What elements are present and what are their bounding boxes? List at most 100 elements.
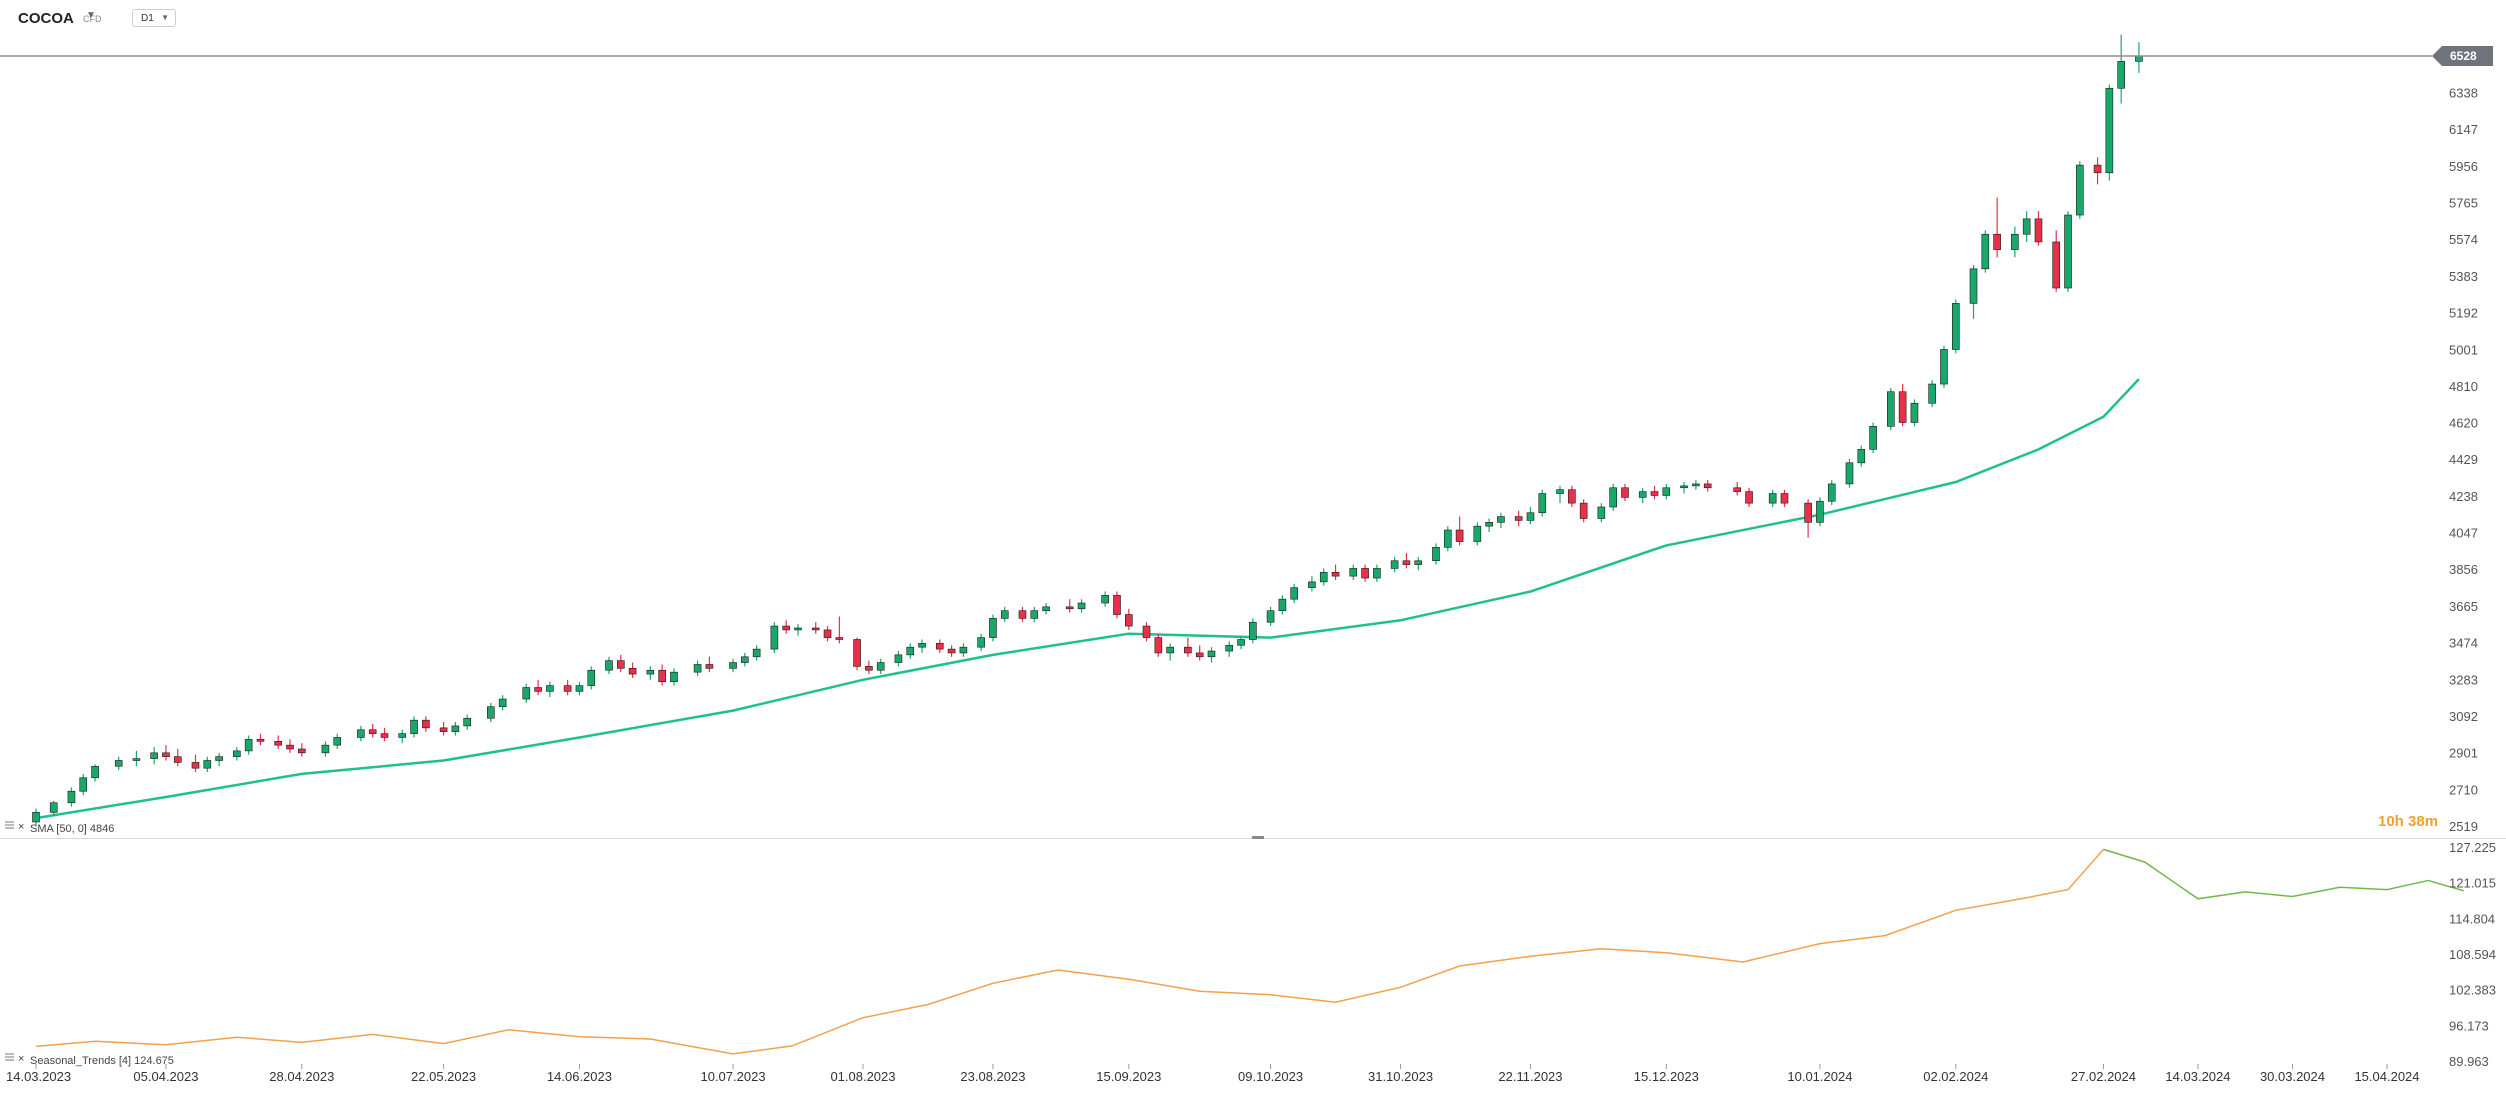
candle-body — [575, 685, 584, 692]
candle-body — [1940, 349, 1948, 385]
candle-body — [233, 750, 241, 757]
candle-body — [1266, 610, 1275, 623]
symbol-dropdown-caret-icon[interactable]: ▼ — [86, 10, 96, 21]
candle-body — [935, 643, 944, 650]
candle-body — [1402, 560, 1411, 565]
x-tick-label: 09.10.2023 — [1238, 1069, 1303, 1084]
candle-body — [1331, 571, 1340, 577]
main-y-tick-label: 2519 — [2449, 819, 2478, 834]
sma-legend-label: SMA [50, 0] 4846 — [30, 823, 114, 835]
candle-body — [79, 777, 88, 792]
seasonal-line-projection — [2103, 848, 2465, 900]
candle-body — [1443, 529, 1452, 548]
candle-body — [1804, 502, 1812, 523]
candle-body — [894, 654, 903, 663]
candle-body — [1065, 606, 1074, 610]
seasonal-legend-settings-icon[interactable] — [5, 1053, 14, 1061]
candle-body — [1703, 483, 1712, 489]
candle-body — [498, 698, 507, 708]
candle-body — [835, 637, 844, 640]
candle-countdown: 10h 38m — [2378, 813, 2438, 830]
candle-body — [1373, 568, 1381, 579]
x-tick-label: 05.04.2023 — [133, 1069, 198, 1084]
seasonal-line-past — [35, 848, 2105, 1055]
seasonal-legend-close-icon[interactable]: × — [18, 1053, 24, 1065]
candle-body — [1621, 487, 1629, 498]
candle-body — [1538, 493, 1547, 514]
candle-body — [628, 668, 637, 675]
symbol-name[interactable]: COCOA — [18, 10, 74, 27]
candle-body — [49, 802, 58, 813]
candle-body — [1473, 525, 1482, 542]
seasonal-legend-label: Seasonal_Trends [4] 124.675 — [30, 1055, 174, 1067]
candle-body — [1816, 500, 1824, 523]
candle-body — [150, 752, 158, 759]
candle-body — [823, 629, 832, 638]
candle-body — [1390, 560, 1399, 569]
sub-y-tick-label: 114.804 — [2449, 911, 2495, 926]
candle-body — [646, 669, 655, 675]
candle-body — [865, 666, 873, 671]
main-y-tick-label: 4047 — [2449, 526, 2478, 541]
x-tick-label: 02.02.2024 — [1923, 1069, 1988, 1084]
candle-body — [439, 727, 448, 732]
main-y-tick-label: 3092 — [2449, 709, 2478, 724]
main-y-tick-label: 4620 — [2449, 415, 2478, 430]
candle-body — [906, 646, 915, 656]
candle-body — [853, 639, 861, 667]
instrument-type-label: CFD — [83, 14, 102, 24]
candle-body — [534, 687, 542, 692]
x-tick-label: 23.08.2023 — [960, 1069, 1025, 1084]
candle-body — [1827, 483, 1836, 502]
candle-body — [1568, 489, 1576, 504]
main-y-tick-label: 6338 — [2449, 85, 2478, 100]
main-y-tick-label: 5574 — [2449, 232, 2478, 247]
candle-body — [1993, 233, 2001, 250]
candle-body — [1237, 639, 1245, 646]
legend-settings-icon[interactable] — [5, 821, 14, 829]
candle-body — [1579, 502, 1588, 519]
timeframe-select[interactable]: D1 ▼ — [132, 9, 176, 27]
x-axis: 14.03.2023 05.04.2023 28.04.2023 22.05.2023… — [6, 1064, 2420, 1084]
legend-close-icon[interactable]: × — [18, 821, 24, 833]
candle-body — [1857, 449, 1866, 464]
candle-body — [794, 627, 802, 631]
candle-body — [244, 739, 253, 752]
candle-body — [1030, 610, 1039, 619]
main-y-tick-label: 5765 — [2449, 196, 2478, 211]
candle-body — [380, 733, 389, 738]
candle-body — [286, 744, 294, 750]
main-y-tick-label: 4429 — [2449, 452, 2478, 467]
candle-body — [1207, 650, 1216, 658]
candle-body — [811, 627, 820, 631]
candle-body — [1951, 303, 1960, 350]
main-y-tick-label: 2901 — [2449, 746, 2478, 761]
candle-body — [2076, 164, 2084, 216]
candle-body — [1184, 646, 1192, 654]
candle-body — [256, 739, 265, 742]
candle-body — [1125, 614, 1133, 627]
timeframe-dropdown-caret-icon: ▼ — [161, 13, 169, 22]
candle-body — [1319, 571, 1328, 583]
candle-body — [670, 671, 678, 683]
candle-body — [2093, 164, 2102, 174]
sma-line-group — [35, 378, 2140, 820]
main-y-tick-label: 5192 — [2449, 306, 2478, 321]
candle-body — [616, 660, 625, 669]
sma-legend: × SMA [50, 0] 4846 — [5, 821, 114, 835]
panel-resize-handle[interactable] — [1252, 836, 1264, 839]
candle-body — [162, 752, 170, 757]
candle-body — [1692, 483, 1700, 487]
candles-group — [32, 34, 2143, 826]
candle-body — [1845, 462, 1854, 485]
candle-body — [1887, 391, 1895, 427]
candle-body — [587, 669, 596, 686]
x-tick-label: 22.11.2023 — [1498, 1069, 1562, 1084]
timeframe-value: D1 — [141, 13, 154, 24]
sub-y-tick-label: 127.225 — [2449, 840, 2496, 855]
main-y-tick-label: 4238 — [2449, 489, 2478, 504]
candle-body — [1514, 516, 1523, 521]
candle-body — [729, 662, 737, 669]
candle-body — [1142, 625, 1151, 638]
